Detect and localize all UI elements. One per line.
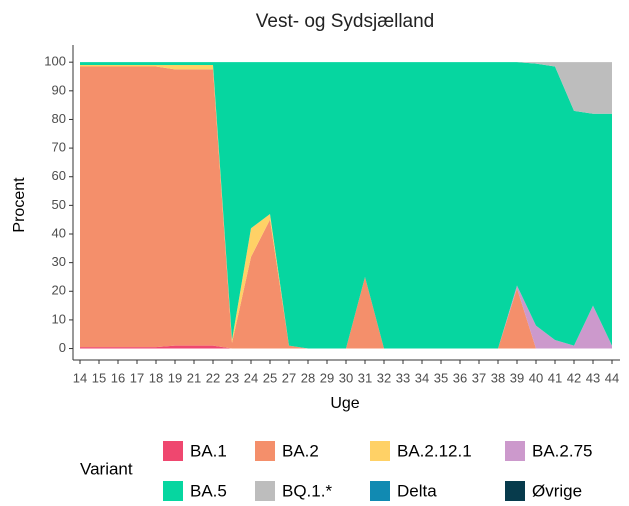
legend-key: [163, 441, 183, 461]
y-tick-label: 80: [52, 111, 66, 126]
x-tick-label: 17: [130, 370, 144, 385]
x-tick-label: 24: [244, 370, 258, 385]
x-tick-label: 19: [168, 370, 182, 385]
x-tick-label: 39: [510, 370, 524, 385]
x-tick-label: 25: [263, 370, 277, 385]
y-tick-label: 100: [44, 54, 66, 69]
x-tick-label: 23: [225, 370, 239, 385]
legend-label: BA.2.75: [532, 441, 593, 460]
legend-label: BQ.1.*: [282, 481, 332, 500]
x-tick-label: 44: [605, 370, 619, 385]
x-tick-label: 15: [92, 370, 106, 385]
x-tick-label: 32: [377, 370, 391, 385]
x-tick-label: 41: [548, 370, 562, 385]
x-tick-label: 28: [301, 370, 315, 385]
y-tick-label: 30: [52, 254, 66, 269]
y-tick-label: 20: [52, 283, 66, 298]
x-tick-label: 31: [358, 370, 372, 385]
y-tick-label: 50: [52, 197, 66, 212]
area: [80, 62, 612, 349]
x-axis-title: Uge: [330, 395, 359, 412]
x-tick-label: 33: [396, 370, 410, 385]
x-tick-label: 38: [491, 370, 505, 385]
x-tick-label: 14: [73, 370, 87, 385]
x-tick-label: 35: [434, 370, 448, 385]
y-tick-label: 70: [52, 140, 66, 155]
x-tick-label: 43: [586, 370, 600, 385]
x-tick-label: 27: [282, 370, 296, 385]
legend-label: BA.2: [282, 441, 319, 460]
y-axis-title: Procent: [11, 177, 28, 233]
legend-key: [370, 481, 390, 501]
area: [80, 66, 612, 349]
legend-key: [505, 481, 525, 501]
x-tick-label: 40: [529, 370, 543, 385]
legend-key: [255, 481, 275, 501]
x-tick-label: 34: [415, 370, 429, 385]
x-tick-label: 16: [111, 370, 125, 385]
x-tick-label: 30: [339, 370, 353, 385]
y-tick-label: 10: [52, 311, 66, 326]
legend-label: Delta: [397, 481, 437, 500]
y-tick-label: 60: [52, 168, 66, 183]
y-tick-label: 40: [52, 225, 66, 240]
legend-title: Variant: [80, 459, 133, 478]
x-tick-label: 29: [320, 370, 334, 385]
area: [80, 345, 612, 349]
legend-label: BA.2.12.1: [397, 441, 472, 460]
y-tick-label: 90: [52, 82, 66, 97]
x-tick-label: 37: [472, 370, 486, 385]
y-tick-label: 0: [59, 340, 66, 355]
legend-label: BA.5: [190, 481, 227, 500]
x-tick-label: 18: [149, 370, 163, 385]
legend-label: Øvrige: [532, 481, 582, 500]
legend-label: BA.1: [190, 441, 227, 460]
area: [80, 62, 612, 114]
legend-key: [163, 481, 183, 501]
x-tick-label: 22: [206, 370, 220, 385]
x-tick-label: 21: [187, 370, 201, 385]
legend-key: [505, 441, 525, 461]
legend-key: [255, 441, 275, 461]
x-tick-label: 42: [567, 370, 581, 385]
x-tick-label: 36: [453, 370, 467, 385]
legend-key: [370, 441, 390, 461]
chart-title: Vest- og Sydsjælland: [256, 11, 435, 32]
